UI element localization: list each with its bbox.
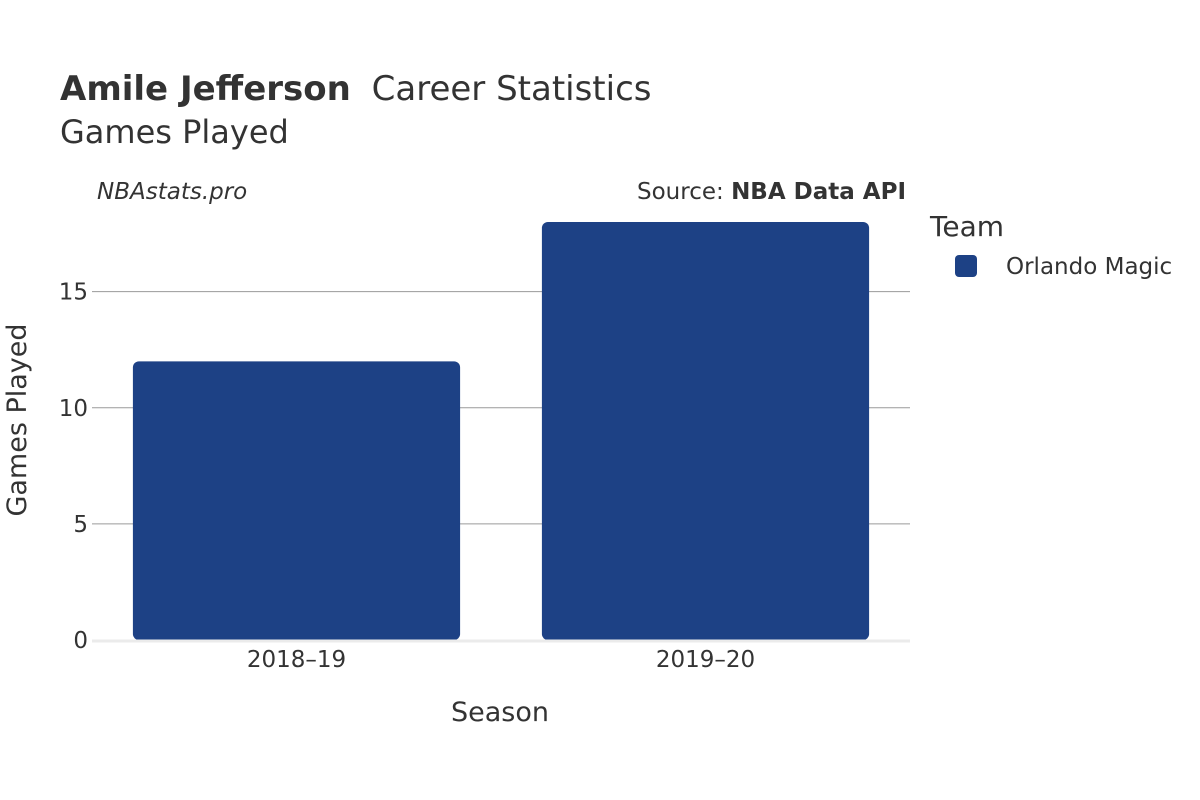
watermark: NBAstats.pro (97, 179, 247, 205)
legend-title: Team (929, 210, 1004, 243)
chart-title: Amile Jefferson Career Statistics (60, 69, 652, 109)
bars (132, 222, 870, 640)
x-axis-title: Season (451, 697, 549, 728)
y-tick-label: 0 (73, 628, 88, 654)
y-tick-label: 5 (73, 512, 88, 538)
chart-title-suffix: Career Statistics (372, 69, 652, 109)
legend: Orlando Magic (955, 254, 1172, 280)
y-axis-title: Games Played (2, 323, 33, 516)
legend-swatch (955, 255, 977, 277)
source-prefix: Source: (637, 179, 731, 205)
legend-label: Orlando Magic (1006, 254, 1172, 280)
bar (541, 222, 870, 640)
y-tick-label: 15 (59, 280, 88, 306)
chart-title-player: Amile Jefferson (60, 69, 351, 109)
x-tick-label: 2019–20 (656, 647, 755, 673)
y-tick-label: 10 (59, 396, 88, 422)
bar (132, 361, 461, 640)
chart-subtitle: Games Played (60, 113, 289, 151)
x-tick-labels: 2018–19 2019–20 (247, 647, 755, 673)
source-name: NBA Data API (731, 179, 906, 205)
source-credit: Source: NBA Data API (637, 179, 906, 205)
x-tick-label: 2018–19 (247, 647, 346, 673)
y-tick-labels: 0 5 10 15 (59, 280, 88, 654)
